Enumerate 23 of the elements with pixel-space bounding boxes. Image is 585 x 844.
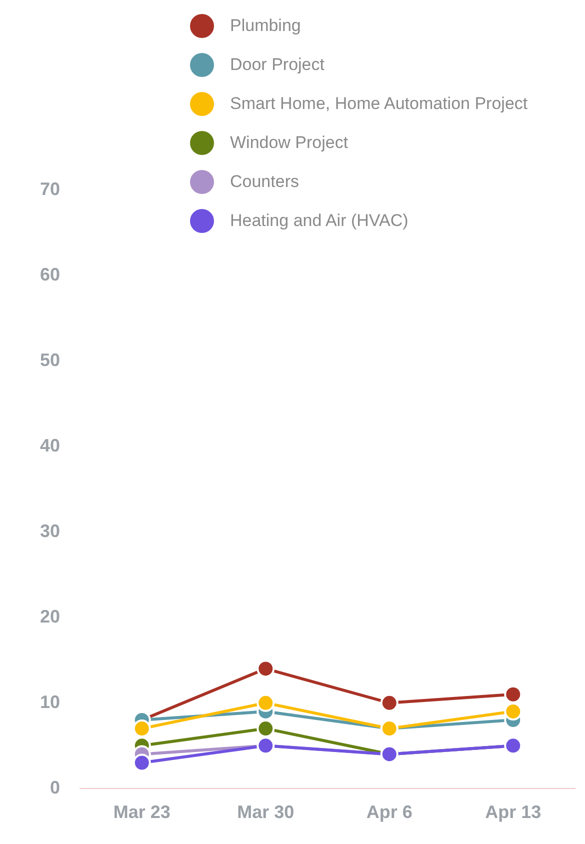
- y-tick-label: 30: [40, 520, 60, 541]
- y-tick-label: 20: [40, 606, 60, 626]
- point: [504, 685, 522, 704]
- legend-label: Plumbing: [230, 16, 301, 36]
- y-tick-label: 50: [40, 350, 60, 370]
- y-tick-label: 60: [40, 264, 60, 284]
- point: [380, 694, 398, 712]
- legend-label: Door Project: [230, 54, 324, 74]
- y-tick-label: 40: [40, 435, 60, 456]
- legend-label: Window Project: [230, 132, 348, 152]
- point: [132, 754, 151, 772]
- x-tick-label: Apr 13: [485, 802, 542, 822]
- y-tick-label: 10: [40, 692, 60, 712]
- x-tick-label: Apr 6: [366, 802, 412, 822]
- point: [256, 660, 275, 678]
- legend-label: Heating and Air (HVAC): [230, 210, 408, 230]
- x-tick-label: Mar 23: [113, 802, 170, 822]
- legend-label: Smart Home, Home Automation Project: [230, 94, 528, 114]
- legend-label: Counters: [230, 172, 299, 192]
- y-tick-label: 70: [40, 178, 60, 199]
- point: [256, 694, 275, 712]
- y-tick-label: 0: [50, 777, 60, 798]
- x-tick-label: Mar 30: [237, 802, 294, 822]
